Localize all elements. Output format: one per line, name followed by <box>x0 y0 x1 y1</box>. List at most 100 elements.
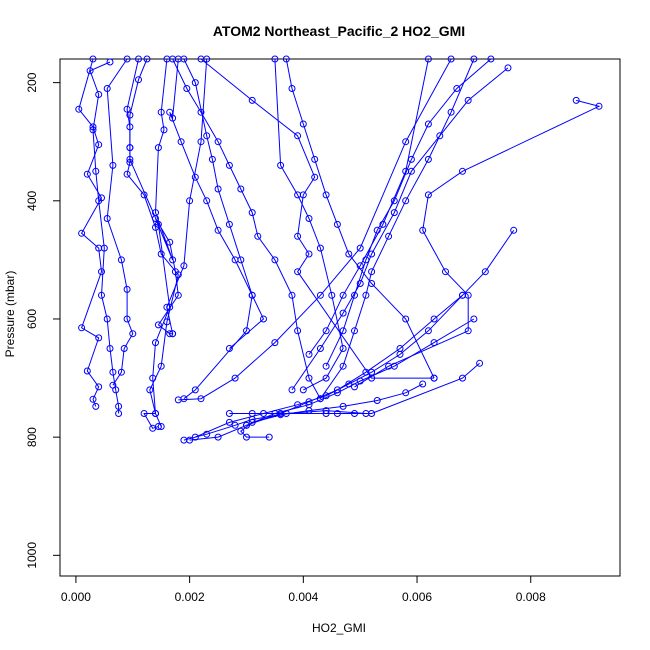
data-point <box>294 232 302 240</box>
data-point <box>186 197 194 205</box>
data-point <box>504 64 512 72</box>
data-point <box>83 170 91 178</box>
data-point <box>103 315 111 323</box>
data-point <box>191 433 199 441</box>
data-point <box>362 291 370 299</box>
data-point <box>305 350 313 358</box>
data-point <box>154 144 162 152</box>
series-group <box>186 315 478 444</box>
data-point <box>169 114 177 122</box>
data-point <box>126 144 134 152</box>
data-point <box>333 410 341 417</box>
data-point <box>135 76 142 84</box>
data-point <box>106 58 114 66</box>
data-point <box>322 407 330 415</box>
data-point <box>89 55 97 63</box>
data-point <box>95 91 103 98</box>
data-point <box>356 244 364 252</box>
data-point <box>271 256 279 264</box>
data-point <box>243 421 250 429</box>
x-tick-label: 0.006 <box>402 590 432 604</box>
data-point <box>294 132 302 140</box>
series-group <box>163 55 211 338</box>
data-point <box>248 291 256 299</box>
data-point <box>149 374 157 382</box>
data-point <box>299 120 307 128</box>
data-point <box>402 315 410 323</box>
data-point <box>78 229 86 237</box>
data-point <box>169 55 177 63</box>
data-point <box>103 85 111 92</box>
data-point <box>260 315 267 323</box>
data-point <box>316 244 324 252</box>
y-axis: 200 400 600 800 1000 <box>25 72 61 569</box>
data-point <box>214 433 222 441</box>
data-point <box>152 410 159 417</box>
data-point <box>169 256 177 264</box>
data-point <box>396 350 404 358</box>
series-line <box>325 58 492 367</box>
data-point <box>166 238 174 246</box>
data-point <box>402 389 410 397</box>
data-point <box>115 402 123 410</box>
series-line <box>291 67 509 391</box>
y-tick-label: 1000 <box>25 542 39 569</box>
data-point <box>265 433 273 441</box>
data-point <box>166 108 174 116</box>
series-group <box>225 359 484 417</box>
data-point <box>95 334 103 342</box>
data-point <box>453 85 461 92</box>
data-point <box>129 330 137 338</box>
data-point <box>208 155 216 163</box>
data-point <box>390 362 398 370</box>
series-line <box>166 58 208 334</box>
data-point <box>123 285 131 293</box>
data-point <box>339 309 347 317</box>
data-point <box>157 250 165 258</box>
data-point <box>282 55 290 63</box>
data-point <box>174 396 182 404</box>
data-point <box>311 173 319 181</box>
data-point <box>470 55 478 63</box>
series-group <box>305 55 432 358</box>
series-group <box>180 55 267 352</box>
y-tick-label: 200 <box>25 72 39 92</box>
data-point <box>333 220 341 228</box>
series-group <box>288 64 512 394</box>
data-point <box>103 215 111 222</box>
data-point <box>362 410 370 417</box>
series-line <box>285 58 435 379</box>
data-point <box>86 67 94 75</box>
data-point <box>305 250 313 258</box>
data-point <box>83 367 91 375</box>
data-point <box>191 79 199 87</box>
x-tick-label: 0.002 <box>175 590 205 604</box>
data-point <box>95 197 103 205</box>
data-point <box>225 345 233 352</box>
data-point <box>430 339 438 347</box>
data-point <box>109 161 117 169</box>
data-point <box>166 330 174 338</box>
series-line <box>354 99 601 388</box>
data-point <box>356 280 364 287</box>
data-point <box>305 407 313 415</box>
series-layer <box>75 55 603 444</box>
data-point <box>271 339 279 347</box>
data-point <box>95 383 103 391</box>
data-point <box>311 155 319 163</box>
data-point <box>225 161 233 169</box>
data-point <box>109 381 117 389</box>
data-point <box>402 167 410 175</box>
series-line <box>78 58 103 407</box>
series-group <box>197 55 438 382</box>
data-point <box>225 418 233 426</box>
data-point <box>328 291 336 299</box>
data-point <box>436 132 444 140</box>
data-point <box>180 262 188 270</box>
data-point <box>191 386 199 394</box>
data-point <box>390 209 398 217</box>
data-point <box>98 291 105 299</box>
x-tick-label: 0.008 <box>516 590 546 604</box>
series-group <box>75 55 105 410</box>
data-point <box>89 126 97 134</box>
